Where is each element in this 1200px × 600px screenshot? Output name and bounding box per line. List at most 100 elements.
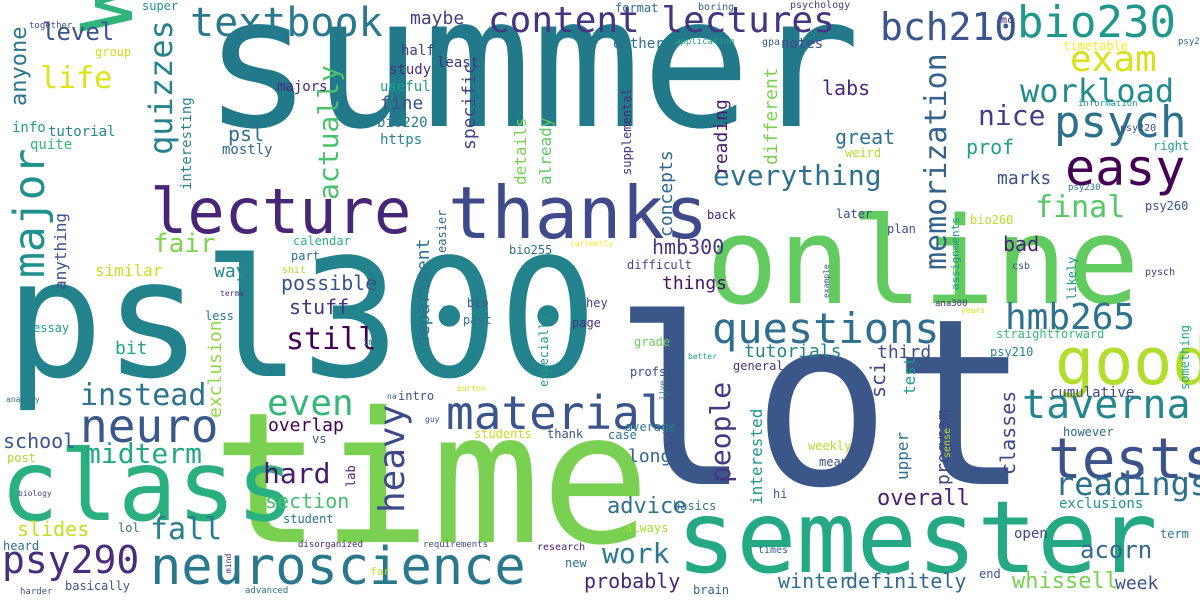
word-weekly: weekly (808, 439, 852, 453)
word-plan: plan (887, 222, 916, 236)
word-good: good (1055, 325, 1200, 400)
word-mc: mc (1001, 15, 1014, 26)
word-different: different (761, 67, 782, 165)
word-fair: fair (153, 229, 216, 259)
word-taverna: taverna (1022, 382, 1191, 428)
word-average: average (625, 420, 676, 434)
word-sense: sense (942, 427, 953, 458)
word-possible: possible (281, 271, 378, 295)
word-burton: burton (457, 384, 486, 393)
word-tutorial: tutorial (48, 124, 116, 140)
word-hey: hey (586, 296, 608, 310)
word-thank: thank (547, 427, 584, 441)
word-format: format (615, 1, 659, 15)
word-psy260: psy260 (1145, 199, 1189, 213)
word-tutorials: tutorials (744, 341, 842, 362)
word-work: work (602, 537, 670, 570)
word-half: half (401, 43, 435, 59)
word-pysch: pysch (1145, 267, 1176, 278)
word-guy: guy (425, 415, 440, 424)
word-boring: boring (698, 2, 735, 13)
word-classes: classes (996, 390, 1020, 475)
word-specific: specific (459, 63, 480, 150)
word-either: either (613, 36, 664, 52)
word-heavy: heavy (372, 404, 413, 513)
word-straightforward: straightforward (996, 327, 1105, 341)
word-mostly: mostly (222, 142, 273, 158)
word-times: times (758, 545, 789, 556)
word-level: level (42, 18, 115, 46)
word-people: people (704, 381, 737, 483)
word-questions: questions (712, 304, 940, 353)
word-slides: slides (17, 517, 90, 541)
word-advice: advice (607, 494, 687, 519)
word-https: https (380, 132, 423, 148)
word-harder: harder (20, 587, 53, 597)
word-psychology: psychology (790, 0, 851, 11)
word-less: less (205, 309, 234, 323)
word-bio255: bio255 (509, 243, 553, 257)
word-memorization: memorization (919, 53, 954, 270)
word-overlap: overlap (268, 415, 344, 436)
word-notes: notes (781, 36, 824, 52)
word-maybe: maybe (410, 8, 465, 29)
word-prof: prof (966, 135, 1015, 159)
word-csb: csb (1012, 261, 1031, 272)
word-better: better (688, 352, 717, 361)
word-likely: likely (1065, 256, 1079, 300)
word-interesting: interesting (179, 97, 195, 190)
word-interested: interested (747, 408, 766, 505)
word-something: something (1178, 324, 1192, 390)
word-bit: bit (115, 338, 148, 359)
word-time: time (212, 373, 651, 585)
word-group: group (95, 45, 132, 59)
word-anything: anything (51, 212, 70, 290)
word-instead: instead (80, 378, 207, 413)
word-hi: hi (773, 487, 788, 501)
word-live: live (658, 380, 667, 400)
word-weird: weird (845, 146, 882, 160)
word-exclusions: exclusions (1059, 496, 1144, 512)
word-life: life (40, 61, 113, 96)
word-shit: shit (282, 265, 307, 276)
word-quite: quite (30, 137, 73, 153)
word-great: great (835, 125, 896, 149)
word-bio230: bio230 (1017, 0, 1176, 48)
word-whissell: whissell (1012, 569, 1118, 594)
word-probably: probably (584, 569, 681, 593)
word-tests: tests (1048, 427, 1200, 492)
word-disorganized: disorganized (298, 540, 364, 550)
word-acorn: acorn (1080, 536, 1153, 564)
word-past: past (463, 313, 492, 327)
word-workload: workload (1020, 72, 1175, 110)
word-bch210: bch210 (880, 5, 1018, 49)
word-advanced: advanced (245, 586, 289, 596)
word-hmb300: hmb300 (652, 235, 725, 259)
word-hard: hard (263, 457, 331, 490)
word-lol: lol (118, 521, 140, 535)
word-even: even (267, 383, 354, 424)
word-online: online (706, 193, 1140, 332)
word-readings: readings (1055, 465, 1200, 503)
word-lab: lab (344, 465, 358, 487)
word-super: super (142, 0, 179, 13)
word-week: week (1115, 573, 1159, 594)
word-general: general (733, 359, 784, 373)
word-biology: biology (18, 489, 52, 498)
word-psy270: psy270 (1178, 37, 1200, 47)
word-psl300: psl300 (5, 224, 598, 415)
word-na: na (387, 392, 397, 401)
word-terms: terms (220, 289, 245, 298)
word-concepts: concepts (656, 150, 677, 237)
word-years: years (961, 306, 986, 315)
word-profs: profs (630, 365, 667, 379)
word-vs: vs (312, 432, 327, 446)
word-third: third (877, 342, 932, 363)
word-far: far (370, 565, 390, 578)
word-neuroscience: neuroscience (150, 537, 526, 597)
word-winter: winter (778, 569, 851, 593)
word-textbook: textbook (190, 0, 383, 46)
word-definitely: definitely (846, 569, 967, 593)
word-info: info (12, 120, 46, 136)
word-bad: bad (1003, 232, 1040, 256)
